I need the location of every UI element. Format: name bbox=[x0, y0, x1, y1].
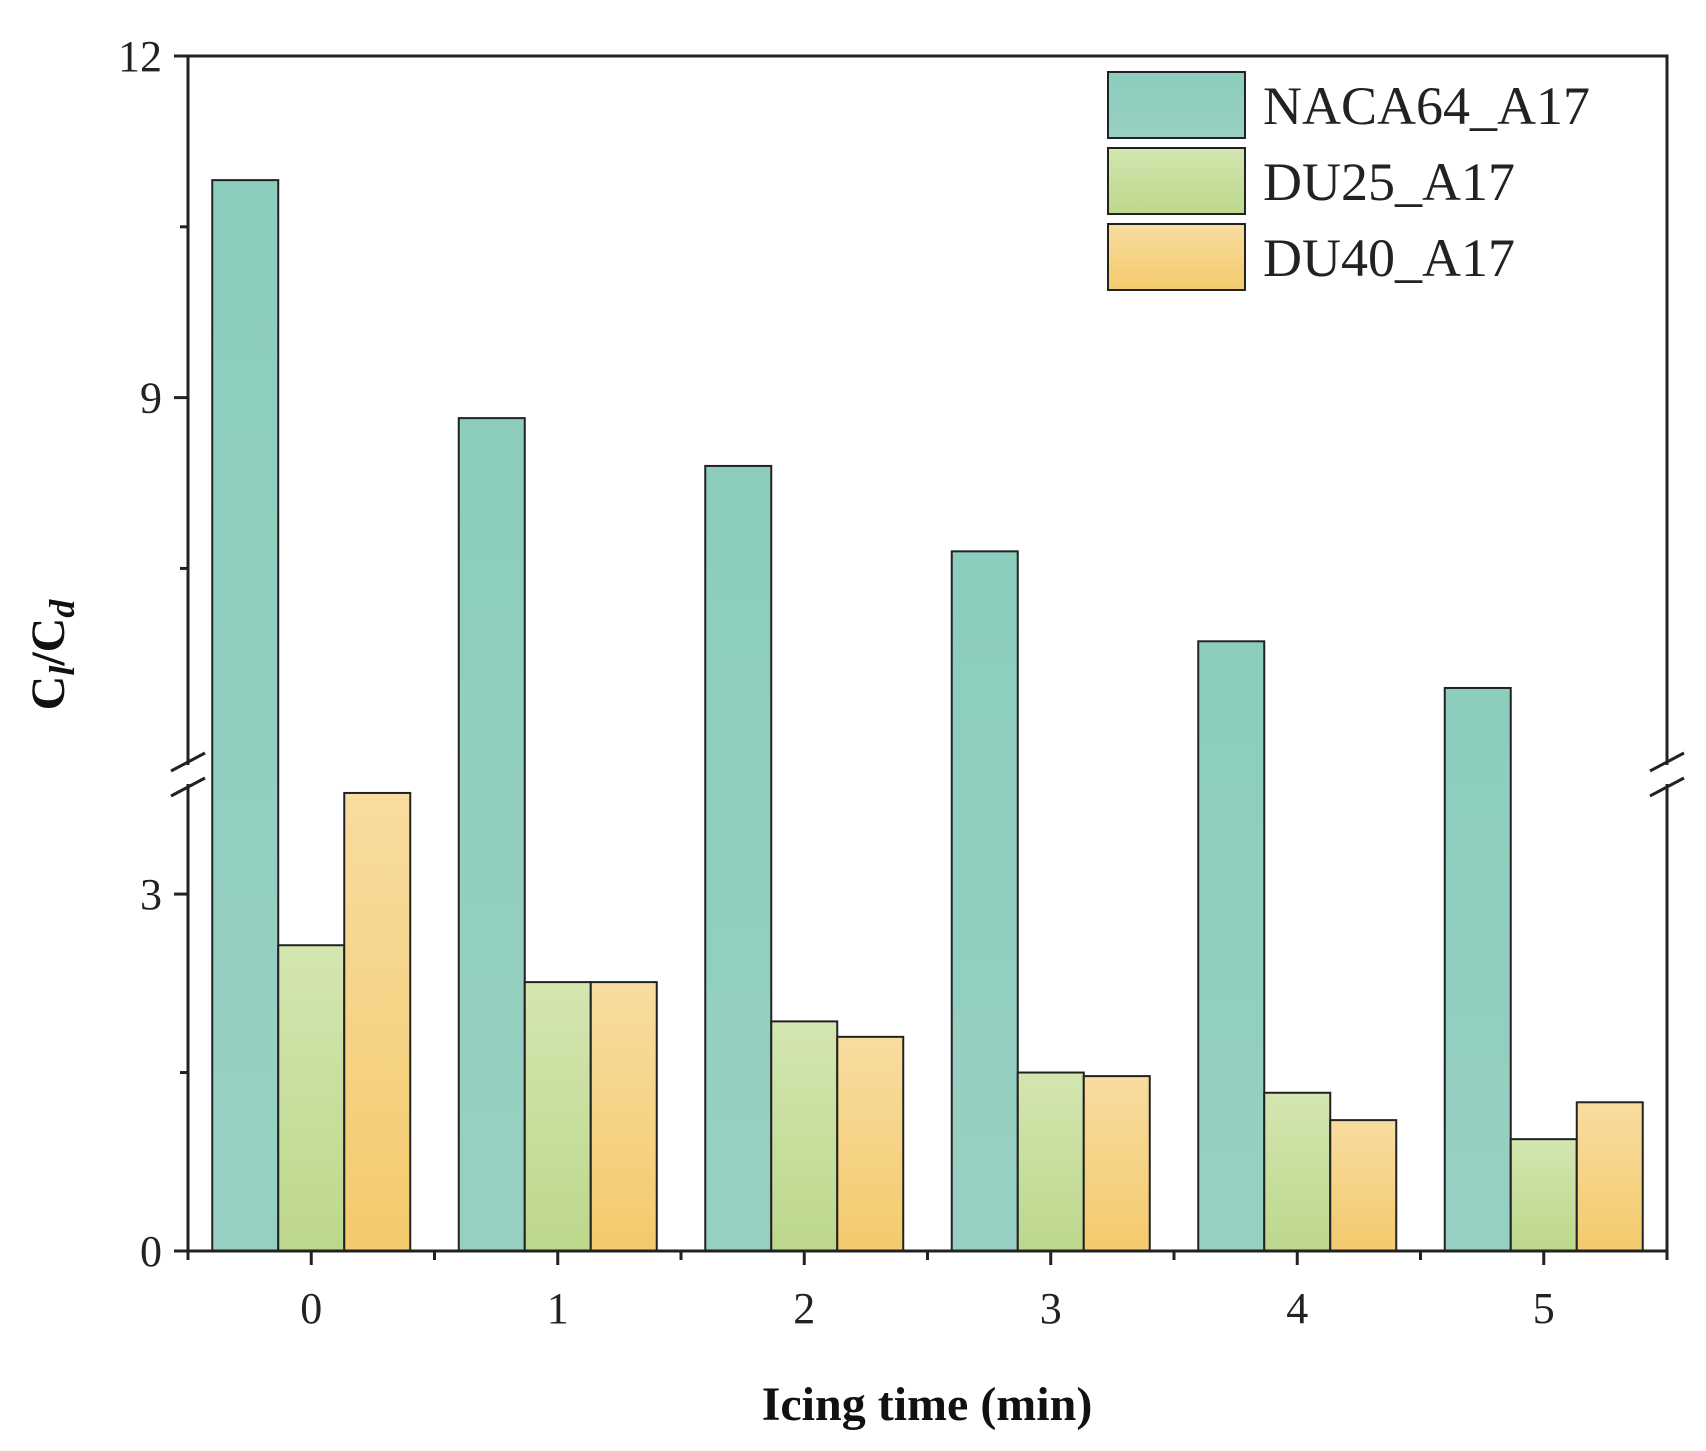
bar-naca64-a17-3 bbox=[950, 550, 1019, 1252]
y-tick-label-3: 3 bbox=[140, 870, 162, 919]
y-tick-label-9: 9 bbox=[140, 374, 162, 423]
bar-naca64-a17-4 bbox=[1197, 640, 1266, 1252]
y-tick-label-0: 0 bbox=[140, 1227, 162, 1276]
bar-du40-a17-0 bbox=[343, 791, 412, 1252]
bar-naca64-a17-2 bbox=[704, 464, 773, 1252]
x-tick-label-3: 3 bbox=[1040, 1284, 1062, 1333]
bar-du25-a17-0 bbox=[277, 944, 346, 1252]
bar-du40-a17-2 bbox=[836, 1035, 905, 1253]
bar-du40-a17-4 bbox=[1329, 1119, 1398, 1252]
legend-swatch-du40-a17 bbox=[1107, 223, 1246, 291]
axis-break-slash-lower-left bbox=[170, 776, 206, 798]
bar-naca64-a17-5 bbox=[1443, 686, 1512, 1252]
bar-du40-a17-5 bbox=[1575, 1101, 1644, 1253]
axis-break bbox=[170, 751, 1685, 798]
x-tick-labels: 0 1 2 3 4 5 bbox=[300, 1284, 1555, 1333]
x-axis-title: Icing time (min) bbox=[762, 1378, 1093, 1431]
bar-du40-a17-1 bbox=[589, 981, 658, 1252]
bar-du25-a17-4 bbox=[1263, 1091, 1332, 1253]
legend-label-du25-a17: DU25_A17 bbox=[1263, 152, 1515, 212]
x-tick-label-5: 5 bbox=[1533, 1284, 1555, 1333]
legend-label-du40-a17: DU40_A17 bbox=[1263, 228, 1515, 288]
bars-layer bbox=[211, 179, 1644, 1253]
bar-naca64-a17-0 bbox=[211, 179, 280, 1252]
x-tick-label-2: 2 bbox=[793, 1284, 815, 1333]
bar-du25-a17-1 bbox=[523, 981, 592, 1252]
axis-break-gap-right bbox=[1662, 765, 1672, 784]
legend: NACA64_A17 DU25_A17 DU40_A17 bbox=[1107, 71, 1590, 291]
bar-du25-a17-3 bbox=[1016, 1071, 1085, 1252]
x-tick-label-1: 1 bbox=[547, 1284, 569, 1333]
axis-break-slash-upper-right bbox=[1649, 751, 1685, 773]
y-tick-label-12: 12 bbox=[118, 32, 162, 81]
axis-break-slash-lower-right bbox=[1649, 776, 1685, 798]
axis-break-gap-left bbox=[183, 765, 193, 784]
axis-break-slash-upper-left bbox=[170, 751, 206, 773]
legend-swatch-naca64-a17 bbox=[1107, 71, 1246, 139]
x-tick-label-0: 0 bbox=[300, 1284, 322, 1333]
bar-naca64-a17-1 bbox=[457, 417, 526, 1252]
x-tick-label-4: 4 bbox=[1286, 1284, 1308, 1333]
bar-du40-a17-3 bbox=[1082, 1075, 1151, 1252]
y-axis-title: Cl/Cd bbox=[22, 599, 82, 711]
bar-du25-a17-2 bbox=[770, 1020, 839, 1253]
y-tick-labels: 0 3 9 12 bbox=[118, 32, 162, 1276]
bar-du25-a17-5 bbox=[1509, 1138, 1578, 1252]
tick-marks bbox=[174, 54, 1669, 1265]
legend-swatch-du25-a17 bbox=[1107, 147, 1246, 215]
legend-label-naca64-a17: NACA64_A17 bbox=[1263, 76, 1590, 136]
